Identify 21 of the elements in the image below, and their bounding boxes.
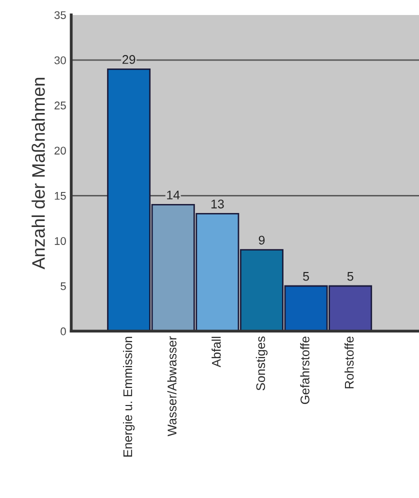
y-axis-title: Anzahl der Maßnahmen [32, 78, 45, 270]
x-tick-label: Wasser/Abwasser [167, 336, 176, 436]
y-tick-label: 30 [54, 56, 66, 64]
y-tick-label: 5 [60, 282, 66, 290]
data-label: 5 [347, 272, 354, 281]
data-label: 29 [122, 55, 136, 64]
data-label: 14 [167, 190, 180, 200]
x-tick-label: Gefahrstoffe [300, 336, 310, 404]
y-tick-label: 20 [54, 146, 66, 155]
x-tick-label: Rohstoffe [344, 336, 354, 388]
y-tick-label: 35 [54, 11, 66, 20]
y-tick-label: 25 [54, 102, 66, 110]
data-label: 9 [258, 236, 265, 245]
data-label: 13 [211, 200, 224, 208]
x-tick-label: Abfall [212, 336, 221, 368]
y-tick-label: 0 [60, 327, 66, 336]
y-tick-label: 15 [54, 192, 66, 200]
x-tick-label: Energie u. Emmission [122, 336, 135, 457]
y-tick-label: 10 [54, 237, 66, 245]
data-label: 5 [303, 272, 309, 281]
x-tick-label: Sonstiges [256, 336, 268, 390]
